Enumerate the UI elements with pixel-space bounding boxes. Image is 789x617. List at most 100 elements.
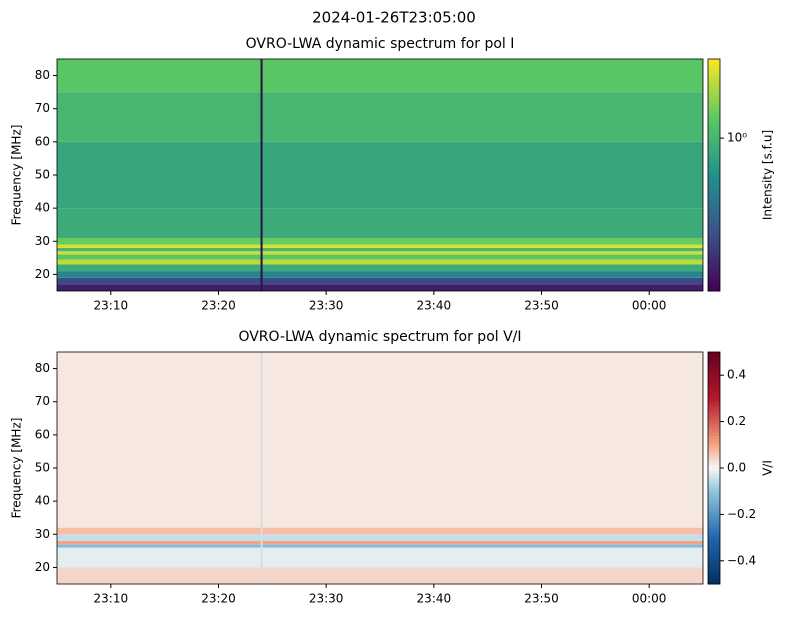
colorbar-cell [708,421,720,425]
colorbar-cell [708,61,720,66]
colorbar-cell [708,407,720,411]
chart-title: OVRO-LWA dynamic spectrum for pol I [246,36,515,52]
colorbar-cell [708,253,720,257]
colorbar-cell [708,430,720,434]
colorbar-cell [708,218,720,222]
spectrum-band [57,92,703,142]
colorbar-tick-label: 10⁰ [727,131,747,145]
y-tick-label: 60 [35,427,50,441]
colorbar-tick-label: 0.2 [727,414,746,428]
colorbar-cell [708,105,720,109]
colorbar-cell [708,93,720,98]
colorbar-cell [708,526,720,530]
colorbar-cell [708,140,720,144]
colorbar-cell [708,198,720,202]
colorbar-cell [708,456,720,460]
colorbar-cell [708,560,720,565]
spectrum-band [57,264,703,272]
colorbar-cell [708,67,720,72]
colorbar-cell [708,175,720,179]
colorbar-cell [708,99,720,103]
colorbar-cell [708,273,720,277]
colorbar-cell [708,85,720,89]
colorbar-cell [708,563,720,568]
x-tick-label: 00:00 [632,592,667,606]
spectrum-band [57,540,703,545]
colorbar-cell [708,555,720,559]
colorbar-cell [708,439,720,443]
colorbar-cell [708,494,720,498]
colorbar-cell [708,137,720,141]
colorbar-cell [708,204,720,208]
spectrum-band [57,259,703,265]
colorbar-cell [708,508,720,512]
colorbar-cell [708,186,720,190]
colorbar-cell [708,427,720,431]
colorbar-cell [708,415,720,420]
x-tick-label: 23:10 [94,592,129,606]
colorbar-cell [708,398,720,402]
colorbar-cell [708,363,720,367]
colorbar-tick-label: 0.4 [727,368,746,382]
y-tick-label: 40 [35,201,50,215]
colorbar-cell [708,505,720,510]
colorbar-cell [708,151,720,156]
colorbar-cell [708,288,720,292]
colorbar-cell [708,476,720,481]
colorbar-cell [708,215,720,219]
colorbar-cell [708,540,720,544]
missing-column [260,352,263,584]
colorbar-cell [708,143,720,147]
colorbar-cell [708,160,720,164]
colorbar-cell [708,499,720,504]
x-tick-label: 23:50 [524,592,559,606]
spectrum-band [57,567,703,584]
colorbar-cell [708,64,720,69]
colorbar-cell [708,154,720,159]
spectrum-band [57,141,703,209]
x-tick-label: 23:40 [417,299,452,313]
spectrum-band [57,254,703,260]
colorbar-cell [708,453,720,457]
colorbar-cell [708,537,720,541]
x-tick-label: 23:30 [309,592,344,606]
colorbar-cell [708,108,720,112]
y-axis-label: Frequency [MHz] [10,418,24,519]
colorbar-cell [708,578,720,582]
colorbar-cell [708,282,720,286]
colorbar-cell [708,192,720,196]
colorbar-cell [708,250,720,254]
colorbar-label: Intensity [s.f.u] [761,130,775,220]
colorbar-cell [708,128,720,132]
y-tick-label: 20 [35,267,50,281]
chart-title: OVRO-LWA dynamic spectrum for pol V/I [238,329,521,345]
colorbar-cell [708,354,720,359]
colorbar-cell [708,378,720,382]
colorbar-cell [708,180,720,185]
colorbar-cell [708,502,720,507]
colorbar-cell [708,523,720,527]
figure-title: 2024-01-26T23:05:00 [312,9,476,27]
colorbar-cell [708,410,720,414]
x-tick-label: 23:20 [201,299,236,313]
colorbar-cell [708,459,720,463]
colorbar-tick-label: −0.2 [727,507,756,521]
colorbar-cell [708,436,720,440]
colorbar-cell [708,189,720,193]
colorbar-cell [708,221,720,225]
colorbar-cell [708,230,720,234]
colorbar-cell [708,465,720,469]
colorbar-cell [708,241,720,246]
colorbar-cell [708,102,720,106]
colorbar-cell [708,76,720,80]
colorbar-cell [708,479,720,483]
x-tick-label: 23:40 [417,592,452,606]
colorbar-cell [708,82,720,86]
colorbar-cell [708,375,720,379]
colorbar-cell [708,447,720,452]
colorbar-cell [708,401,720,405]
y-tick-label: 20 [35,560,50,574]
colorbar-cell [708,444,720,449]
colorbar-cell [708,279,720,283]
colorbar-cell [708,111,720,115]
